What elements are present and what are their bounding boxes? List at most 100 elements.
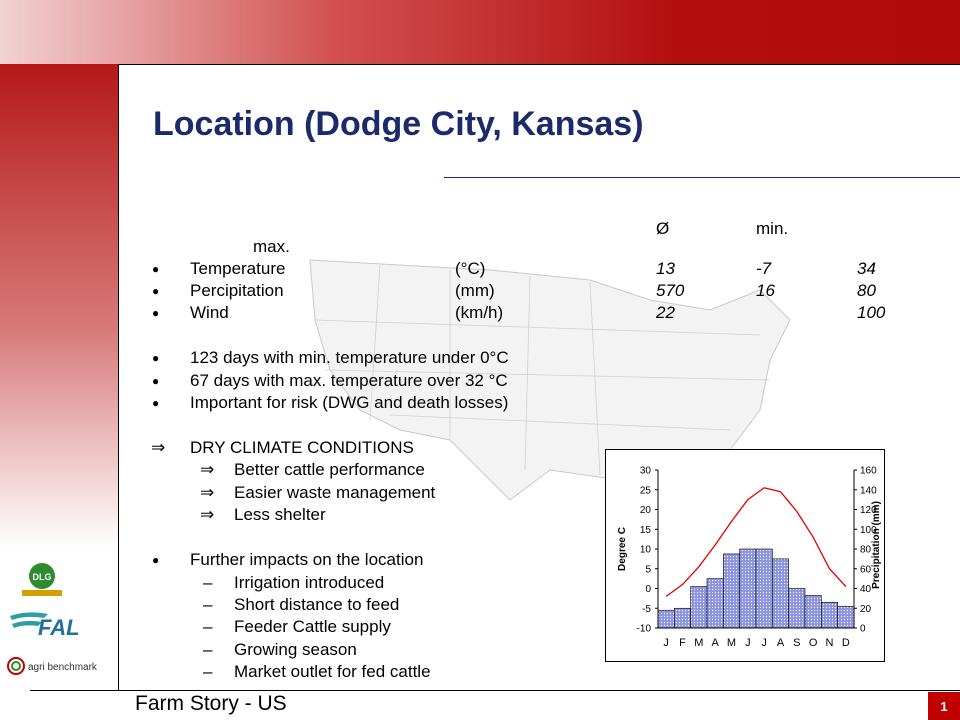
- agri-benchmark-logo: agri benchmark: [7, 657, 98, 675]
- row-avg: 570: [656, 281, 685, 300]
- chart-x-tick-label: N: [826, 637, 834, 649]
- arrow-icon: ⇒: [200, 505, 215, 524]
- chart-right-tick-label: 0: [860, 624, 866, 635]
- header-avg: Ø: [656, 219, 670, 238]
- dash-icon: –: [203, 617, 213, 636]
- dry-item: Better cattle performance: [234, 460, 425, 479]
- chart-x-tick-label: J: [663, 637, 669, 649]
- arrow-icon: ⇒: [200, 483, 215, 502]
- footer-divider: [30, 690, 960, 691]
- row-label: Percipitation: [190, 281, 284, 300]
- chart-x-tick-label: A: [777, 637, 785, 649]
- chart-x-tick-label: O: [809, 637, 818, 649]
- slide-frame: [118, 64, 960, 690]
- dlg-logo-text: DLG: [33, 572, 52, 582]
- bullet-dot: ●: [152, 306, 160, 320]
- chart-bar: [706, 578, 724, 629]
- impacts-heading: Further impacts on the location: [190, 550, 424, 569]
- climate-chart: -10 -5 0 5 10 15 20 25 30 0 20 40 60 80 100 120 140 160 J F…: [605, 449, 885, 662]
- agri-logo-text: agri benchmark: [28, 662, 98, 673]
- chart-right-tick-label: 120: [860, 505, 877, 516]
- row-avg: 22: [656, 303, 675, 322]
- chart-x-tick-label: S: [793, 637, 800, 649]
- chart-bar: [739, 548, 757, 629]
- chart-right-tick-label: 80: [860, 545, 872, 556]
- chart-line: [665, 487, 847, 597]
- chart-bar: [788, 588, 806, 629]
- dash-icon: –: [203, 640, 213, 659]
- chart-x-tick-label: F: [679, 637, 686, 649]
- arrow-icon: ⇒: [151, 438, 166, 457]
- bullet-dot: ●: [152, 374, 160, 388]
- chart-bar: [690, 586, 708, 629]
- row-max: 100: [857, 303, 886, 322]
- chart-left-tick-label: 15: [640, 525, 652, 536]
- chart-y2-axis-label: Precipitation (mm): [871, 501, 882, 589]
- chart-left-tick-label: 30: [640, 466, 652, 477]
- chart-y-axis-label: Degree C: [617, 527, 628, 571]
- row-min: -7: [756, 259, 772, 278]
- row-unit: (°C): [455, 259, 486, 278]
- chart-left-tick-label: 20: [640, 505, 652, 516]
- chart-right-tick-label: 140: [860, 485, 877, 496]
- bullet-dot: ●: [152, 396, 160, 410]
- fact-item: 67 days with max. temperature over 32 °C: [190, 371, 508, 390]
- dash-icon: –: [203, 662, 213, 681]
- row-max: 80: [857, 281, 876, 300]
- impact-item: Feeder Cattle supply: [234, 617, 391, 636]
- header-min: min.: [756, 219, 789, 238]
- bullet-dot: ●: [152, 553, 160, 567]
- dry-item: Easier waste management: [234, 483, 436, 502]
- impact-item: Market outlet for fed cattle: [234, 662, 431, 681]
- bullet-dot: ●: [152, 284, 160, 298]
- impact-item: Growing season: [234, 640, 357, 659]
- chart-left-tick-label: 5: [645, 564, 651, 575]
- dry-heading: DRY CLIMATE CONDITIONS: [190, 438, 414, 457]
- dlg-logo: DLG: [22, 563, 62, 596]
- page-number-badge: 1: [928, 692, 960, 720]
- chart-bar: [804, 595, 822, 629]
- impact-item: Irrigation introduced: [234, 573, 385, 592]
- impact-item: Short distance to feed: [234, 595, 400, 614]
- chart-right-tick-label: 20: [860, 604, 872, 615]
- chart-x-tick-label: M: [694, 637, 703, 649]
- chart-left-tick-label: 25: [640, 485, 652, 496]
- row-label: Wind: [190, 303, 229, 322]
- fal-logo-text: FAL: [38, 615, 80, 640]
- row-unit: (mm): [455, 281, 495, 300]
- chart-bar: [723, 553, 740, 629]
- chart-x-tick-label: D: [842, 637, 850, 649]
- footer-title: Farm Story - US: [135, 692, 287, 715]
- chart-right-tick-label: 160: [860, 466, 877, 477]
- chart-bar: [674, 607, 691, 629]
- bullet-dot: ●: [152, 351, 160, 365]
- bullet-dot: ●: [152, 262, 160, 276]
- dash-icon: –: [203, 573, 213, 592]
- title-divider: [444, 177, 960, 178]
- chart-left-tick-label: -5: [642, 604, 651, 615]
- dry-item: Less shelter: [234, 505, 326, 524]
- chart-right-tick-label: 100: [860, 525, 877, 536]
- fact-item: Important for risk (DWG and death losses…: [190, 393, 509, 412]
- chart-x-tick-label: M: [727, 637, 736, 649]
- side-band: [0, 64, 118, 548]
- chart-bar: [837, 605, 855, 629]
- arrow-icon: ⇒: [200, 460, 215, 479]
- chart-x-tick-label: J: [761, 637, 767, 649]
- chart-right-tick-label: 60: [860, 564, 872, 575]
- fact-item: 123 days with min. temperature under 0°C: [190, 348, 509, 367]
- chart-x-tick-label: A: [711, 637, 719, 649]
- chart-bar: [657, 609, 675, 629]
- page-title: Location (Dodge City, Kansas): [153, 105, 644, 143]
- header-max: max.: [253, 237, 290, 256]
- chart-right-tick-label: 40: [860, 584, 872, 595]
- fal-logo: FAL: [10, 612, 80, 640]
- row-max: 34: [857, 259, 876, 278]
- row-min: 16: [756, 281, 775, 300]
- dash-icon: –: [203, 595, 213, 614]
- chart-x-tick-label: J: [745, 637, 751, 649]
- chart-bar: [772, 558, 789, 629]
- chart-left-tick-label: 10: [640, 545, 652, 556]
- chart-bar: [821, 602, 838, 629]
